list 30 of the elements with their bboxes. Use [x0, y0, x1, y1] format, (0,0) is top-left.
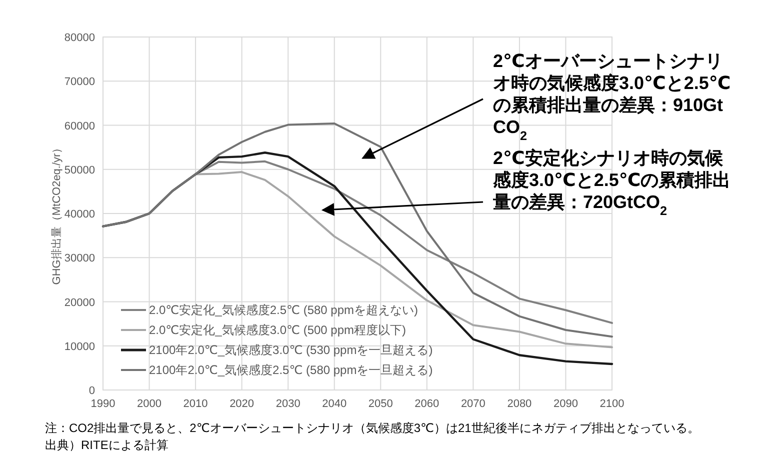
- x-tick-label: 2080: [507, 398, 532, 410]
- y-tick-label: 80000: [64, 32, 95, 44]
- x-tick-label: 2020: [230, 398, 254, 410]
- legend-label: 2.0℃安定化_気候感度2.5℃ (580 ppmを超えない): [149, 303, 418, 317]
- x-tick-label: 2070: [460, 398, 486, 410]
- source-note: 出典）RITEによる計算: [45, 438, 168, 452]
- y-tick-label: 40000: [64, 208, 95, 220]
- y-tick-label: 20000: [64, 296, 95, 309]
- y-tick-label: 10000: [64, 340, 95, 353]
- annotation: 2℃オーバーシュートシナリオ時の気候感度3.0℃と2.5℃の累積排出量の差異：910GtCO$_{2}$: [493, 51, 731, 143]
- text: 注：CO2排出量で見ると、2℃オーバーシュートシナリオ（気候感度3℃）は21世紀後半にネガティブ排出となっている。: [45, 421, 700, 435]
- y-tick-label: 30000: [64, 252, 95, 265]
- y-tick-label: 0: [88, 385, 95, 397]
- x-tick-label: 2090: [553, 398, 578, 410]
- x-tick-label: 1990: [90, 398, 116, 410]
- legend-label: 2100年2.0℃_気候感度3.0℃ (530 ppmを一旦超える): [149, 343, 433, 357]
- x-tick-label: 2040: [322, 398, 347, 410]
- y-tick-label: 70000: [64, 76, 95, 88]
- annotation: 2℃安定化シナリオ時の気候感度3.0℃と2.5℃の累積排出量の差異：720GtCO$_{2}$: [492, 148, 731, 218]
- legend-label: 2.0℃安定化_気候感度3.0℃ (500 ppm程度以下): [149, 323, 406, 337]
- y-axis-title: GHG排出量（MtCO2eq./yr）: [50, 142, 63, 285]
- x-tick-label: 2000: [137, 398, 162, 410]
- legend-label: 2100年2.0℃_気候感度2.5℃ (580 ppmを一旦超える): [149, 363, 433, 377]
- x-tick-label: 2010: [183, 398, 208, 410]
- x-tick-label: 2050: [368, 398, 393, 410]
- x-tick-label: 2060: [414, 398, 440, 410]
- y-tick-label: 50000: [64, 164, 95, 176]
- x-tick-label: 2100: [600, 398, 624, 410]
- y-tick-label: 60000: [64, 120, 95, 132]
- x-tick-label: 2030: [276, 398, 300, 410]
